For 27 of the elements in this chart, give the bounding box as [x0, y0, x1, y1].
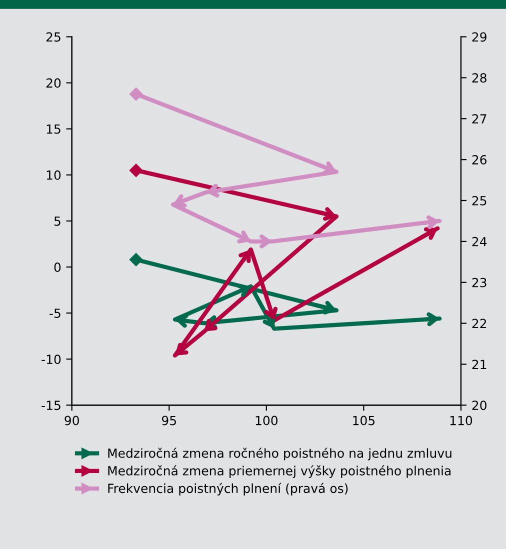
y2-tick-label: 25 — [472, 196, 486, 206]
x-tick-label: 105 — [353, 416, 375, 426]
y2-tick-label: 20 — [472, 400, 486, 410]
legend-label: Medziročná zmena priemernej výšky poistného plnenia — [108, 465, 451, 478]
y-tick-label: 15 — [46, 124, 60, 134]
y-tick-label: 0 — [54, 262, 61, 272]
y-tick-label: -10 — [42, 354, 61, 364]
y-tick-label: 5 — [54, 216, 60, 226]
y-tick-label: 20 — [46, 78, 61, 88]
x-tick-label: 95 — [162, 416, 176, 426]
y2-tick-label: 28 — [472, 73, 486, 83]
y-tick-label: 10 — [46, 170, 61, 180]
x-tick-label: 110 — [450, 416, 472, 426]
x-tick-label: 100 — [256, 416, 278, 426]
x-tick-label: 90 — [64, 416, 79, 426]
y2-tick-label: 21 — [472, 360, 486, 369]
legend-label: Medziročná zmena ročného poistného na jednu zmluvu — [108, 448, 452, 460]
y2-tick-label: 29 — [472, 32, 486, 42]
y-tick-label: -15 — [42, 400, 60, 410]
y2-tick-label: 23 — [472, 278, 486, 288]
y2-tick-label: 26 — [472, 155, 486, 165]
legend-label: Frekvencia poistných plnení (pravá os) — [108, 482, 348, 496]
y2-tick-label: 27 — [472, 114, 486, 124]
y2-tick-label: 24 — [472, 236, 487, 246]
y-tick-label: -5 — [50, 308, 60, 318]
y-tick-label: 25 — [46, 32, 60, 42]
y2-tick-label: 22 — [472, 318, 486, 328]
